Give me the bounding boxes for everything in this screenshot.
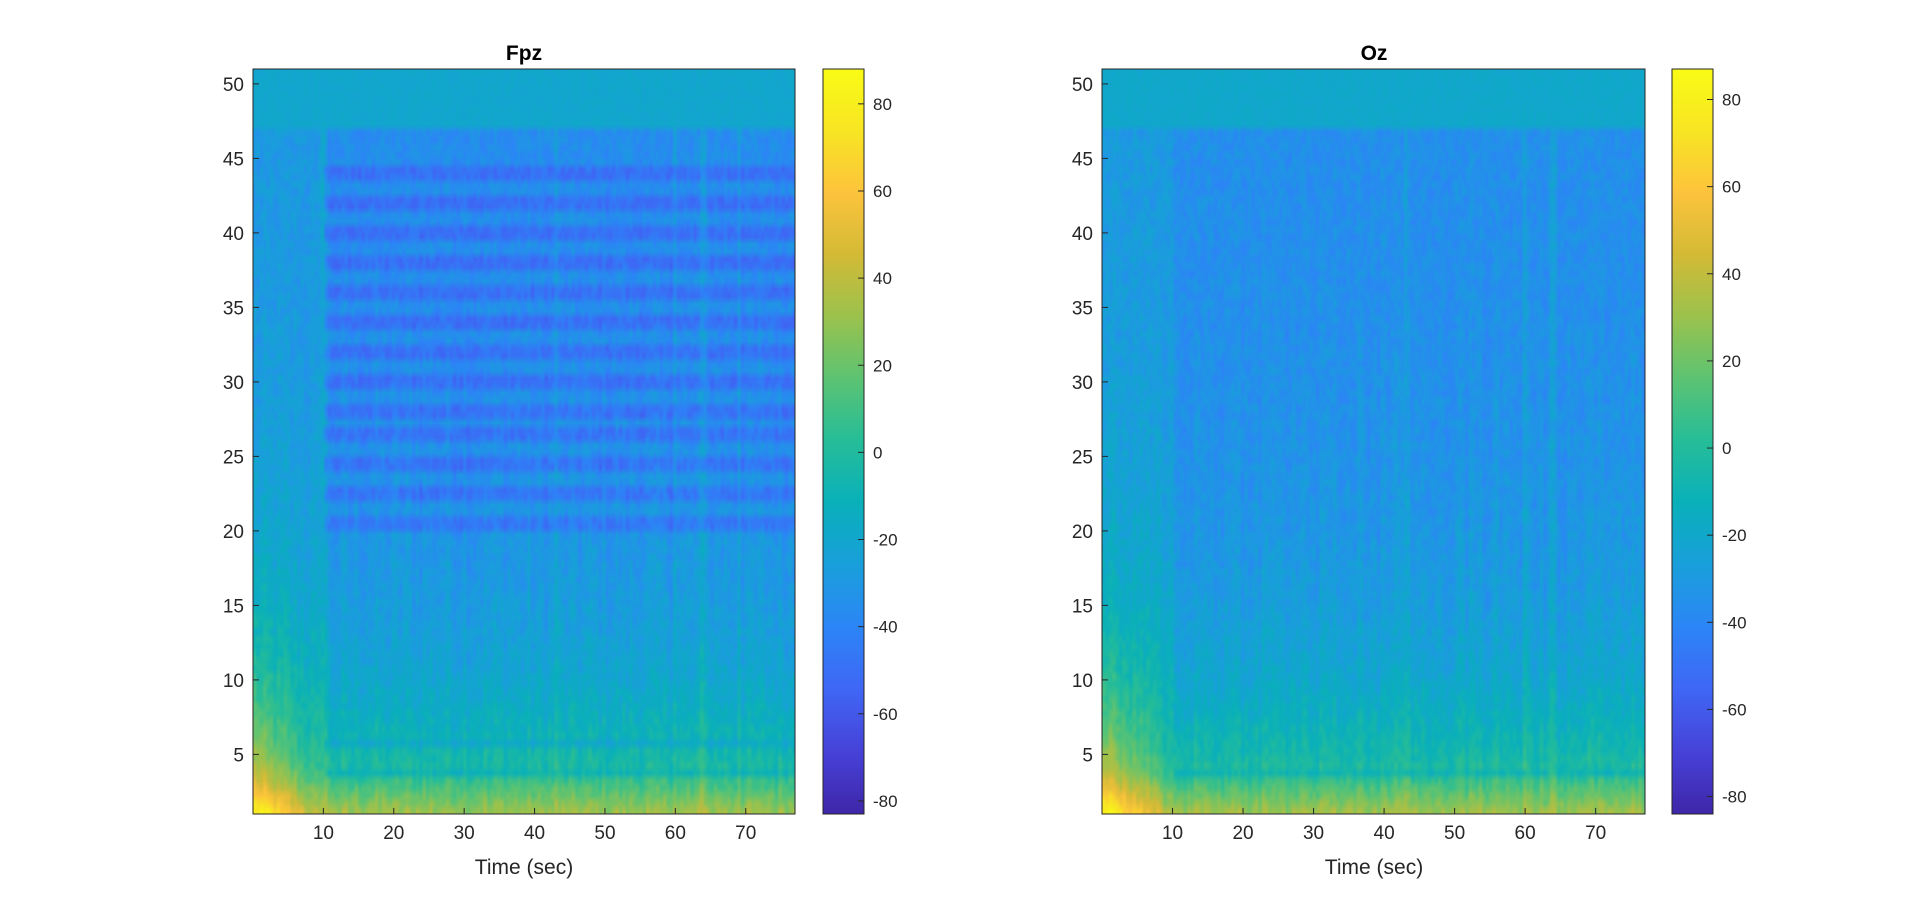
y-tick-label: 5 — [233, 745, 244, 766]
colorbar-tick-label: 40 — [1722, 265, 1741, 284]
x-tick-label: 60 — [665, 823, 686, 844]
y-tick-label: 45 — [1072, 149, 1093, 170]
x-tick-label: 10 — [1162, 823, 1183, 844]
y-tick-label: 15 — [1072, 596, 1093, 617]
colorbar-tick-label: 40 — [873, 269, 892, 288]
y-tick-label: 25 — [1072, 447, 1093, 468]
colorbar-gradient — [1671, 68, 1714, 815]
x-tick-label: 60 — [1515, 823, 1536, 844]
y-tick-label: 35 — [1072, 298, 1093, 319]
y-tick-label: 15 — [223, 596, 244, 617]
x-axis: 10 20 30 40 50 60 70 — [1162, 808, 1606, 844]
y-tick-label: 20 — [1072, 522, 1093, 543]
y-tick-label: 30 — [1072, 373, 1093, 394]
x-tick-label: 30 — [454, 823, 475, 844]
y-tick-label: 35 — [223, 298, 244, 319]
colorbar-tick-label: -40 — [873, 618, 898, 637]
y-tick-label: 50 — [1072, 75, 1093, 96]
axes-box — [1101, 68, 1646, 815]
heatmap-image — [253, 69, 795, 814]
y-tick-label: 30 — [223, 373, 244, 394]
x-tick-label: 10 — [313, 823, 334, 844]
x-tick-label: 50 — [1444, 823, 1465, 844]
colorbar-tick-label: -40 — [1722, 613, 1747, 632]
y-tick-label: 40 — [1072, 224, 1093, 245]
chart-title: Oz — [1361, 42, 1388, 65]
x-tick-label: 20 — [1232, 823, 1253, 844]
x-tick-label: 40 — [524, 823, 545, 844]
spectrogram-heatmap — [1102, 69, 1645, 814]
colorbar-tick-label: 20 — [1722, 352, 1741, 371]
colorbar-tick-label: -80 — [1722, 788, 1747, 807]
colorbar-tick-label: -20 — [1722, 526, 1747, 545]
y-axis: 5 10 15 20 25 30 35 40 45 50 — [1072, 75, 1108, 766]
colorbar-tick-label: 80 — [1722, 90, 1741, 109]
x-tick-label: 70 — [735, 823, 756, 844]
x-axis-label: Time (sec) — [1325, 856, 1423, 879]
y-tick-label: 50 — [223, 75, 244, 96]
axes-box — [252, 68, 796, 815]
y-tick-label: 25 — [223, 447, 244, 468]
colorbar: -80 -60 -40 -20 0 20 40 60 80 — [822, 68, 898, 815]
colorbar-tick-label: 60 — [873, 182, 892, 201]
colorbar-tick-label: 60 — [1722, 178, 1741, 197]
y-tick-label: 40 — [223, 224, 244, 245]
heatmap-image — [1102, 69, 1645, 814]
y-tick-label: 20 — [223, 522, 244, 543]
x-axis-label: Time (sec) — [475, 856, 573, 879]
colorbar-tick-label: 80 — [873, 95, 892, 114]
y-tick-label: 45 — [223, 149, 244, 170]
colorbar-gradient — [822, 68, 865, 815]
colorbar-tick-label: -60 — [873, 705, 898, 724]
spectrogram-panel-fpz: Fpz 10 20 30 40 50 60 70 5 10 15 20 25 30 35 40 45 50 T… — [223, 42, 898, 879]
y-axis: 5 10 15 20 25 30 35 40 45 50 — [223, 75, 259, 766]
colorbar-tick-label: 0 — [1722, 439, 1731, 458]
x-tick-label: 50 — [594, 823, 615, 844]
x-tick-label: 30 — [1303, 823, 1324, 844]
colorbar-tick-label: -80 — [873, 792, 898, 811]
spectrogram-panel-oz: Oz 10 20 30 40 50 60 70 5 10 15 20 25 30 35 40 45 50 Ti… — [1072, 42, 1747, 879]
x-axis: 10 20 30 40 50 60 70 — [313, 808, 756, 844]
x-tick-label: 70 — [1585, 823, 1606, 844]
colorbar: -80 -60 -40 -20 0 20 40 60 80 — [1671, 68, 1747, 815]
colorbar-tick-label: 20 — [873, 356, 892, 375]
colorbar-tick-label: -20 — [873, 531, 898, 550]
spectrogram-heatmap — [253, 69, 795, 814]
colorbar-tick-label: 0 — [873, 443, 882, 462]
chart-title: Fpz — [506, 42, 542, 65]
x-tick-label: 20 — [383, 823, 404, 844]
y-tick-label: 5 — [1082, 745, 1093, 766]
y-tick-label: 10 — [1072, 671, 1093, 692]
colorbar-tick-label: -60 — [1722, 700, 1747, 719]
y-tick-label: 10 — [223, 671, 244, 692]
x-tick-label: 40 — [1374, 823, 1395, 844]
